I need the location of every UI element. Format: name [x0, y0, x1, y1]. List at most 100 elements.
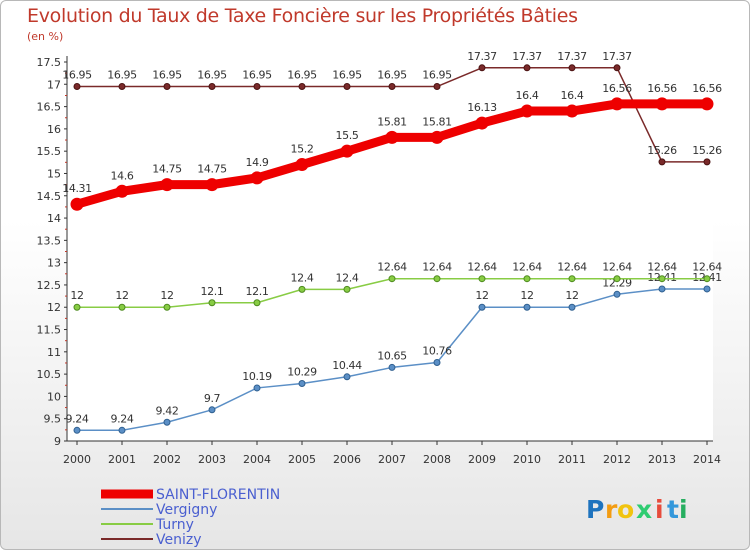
data-point-turny	[163, 303, 171, 311]
data-label-saint-florentin: 14.75	[197, 163, 227, 176]
data-point-saint-florentin	[160, 178, 174, 192]
data-point-saint-florentin	[475, 116, 489, 130]
y-tick-label: 15	[47, 167, 61, 180]
x-tick-label: 2002	[153, 453, 181, 466]
y-tick-label: 10.5	[37, 368, 62, 381]
y-tick-label: 16	[47, 123, 61, 136]
data-point-turny	[73, 303, 81, 311]
y-tick-label: 13	[47, 257, 61, 270]
data-label-turny: 12.64	[377, 261, 407, 274]
data-point-vergigny	[298, 379, 306, 387]
data-point-saint-florentin	[250, 171, 264, 185]
y-tick-label: 11	[47, 346, 61, 359]
data-point-vergigny	[523, 303, 531, 311]
data-point-venizy	[613, 64, 621, 72]
data-point-saint-florentin	[565, 104, 579, 118]
x-tick-label: 2006	[333, 453, 361, 466]
data-label-turny: 12.64	[647, 261, 677, 274]
data-label-saint-florentin: 15.81	[377, 115, 407, 128]
data-point-turny	[388, 275, 396, 283]
plot-area	[67, 56, 713, 441]
data-point-turny	[208, 299, 216, 307]
data-label-saint-florentin: 16.4	[561, 89, 584, 102]
legend-label-venizy: Venizy	[156, 532, 202, 548]
y-tick-label: 16.5	[37, 101, 62, 114]
data-point-saint-florentin	[700, 97, 714, 111]
data-label-venizy: 15.26	[692, 144, 722, 157]
data-label-turny: 12.1	[201, 285, 224, 298]
data-label-saint-florentin: 16.13	[467, 101, 497, 114]
data-point-venizy	[568, 64, 576, 72]
x-tick-label: 2014	[693, 453, 721, 466]
data-label-venizy: 16.95	[287, 69, 317, 82]
data-label-saint-florentin: 14.31	[62, 182, 92, 195]
x-tick-label: 2009	[468, 453, 496, 466]
data-point-saint-florentin	[610, 97, 624, 111]
data-point-saint-florentin	[205, 178, 219, 192]
data-label-venizy: 16.95	[152, 69, 182, 82]
data-label-saint-florentin: 15.2	[291, 143, 314, 156]
data-label-venizy: 16.95	[377, 69, 407, 82]
brand-letter: o	[617, 495, 634, 524]
data-point-turny	[523, 275, 531, 283]
data-point-venizy	[73, 83, 81, 91]
data-label-vergigny: 12	[520, 289, 533, 302]
data-point-saint-florentin	[340, 144, 354, 158]
data-point-turny	[568, 275, 576, 283]
data-label-vergigny: 9.42	[156, 404, 179, 417]
data-label-turny: 12.64	[512, 261, 542, 274]
data-point-venizy	[658, 158, 666, 166]
data-label-venizy: 17.37	[557, 50, 587, 63]
data-label-vergigny: 9.24	[66, 412, 89, 425]
data-point-vergigny	[613, 290, 621, 298]
legend-label-turny: Turny	[155, 517, 194, 533]
data-point-turny	[343, 285, 351, 293]
x-tick-label: 2013	[648, 453, 676, 466]
y-tick-label: 9.5	[44, 413, 62, 426]
x-tick-label: 2008	[423, 453, 451, 466]
data-point-vergigny	[73, 426, 81, 434]
data-point-vergigny	[433, 359, 441, 367]
data-point-venizy	[478, 64, 486, 72]
data-point-turny	[703, 275, 711, 283]
data-label-saint-florentin: 16.56	[692, 82, 722, 95]
y-tick-label: 15.5	[37, 145, 62, 158]
data-label-saint-florentin: 14.75	[152, 163, 182, 176]
data-point-turny	[478, 275, 486, 283]
x-tick-label: 2000	[63, 453, 91, 466]
data-point-vergigny	[568, 303, 576, 311]
x-tick-label: 2007	[378, 453, 406, 466]
data-label-vergigny: 12.29	[602, 276, 632, 289]
data-point-saint-florentin	[655, 97, 669, 111]
brand-letter: x	[636, 495, 652, 524]
data-label-venizy: 16.95	[107, 69, 137, 82]
data-point-vergigny	[703, 285, 711, 293]
y-tick-label: 10	[47, 390, 61, 403]
data-label-saint-florentin: 14.9	[246, 156, 269, 169]
data-label-venizy: 16.95	[62, 69, 92, 82]
data-point-venizy	[118, 83, 126, 91]
data-point-vergigny	[118, 426, 126, 434]
brand-letter: i	[679, 495, 688, 524]
data-label-venizy: 15.26	[647, 144, 677, 157]
data-point-vergigny	[253, 384, 261, 392]
x-tick-label: 2004	[243, 453, 271, 466]
data-label-vergigny: 9.7	[204, 392, 221, 405]
data-point-saint-florentin	[295, 158, 309, 172]
data-point-venizy	[343, 83, 351, 91]
data-label-vergigny: 10.44	[332, 359, 362, 372]
data-label-venizy: 17.37	[602, 50, 632, 63]
data-label-vergigny: 12	[475, 289, 488, 302]
legend-label-saint-florentin: SAINT-FLORENTIN	[156, 487, 280, 503]
data-point-turny	[658, 275, 666, 283]
y-tick-label: 17	[47, 78, 61, 91]
data-point-turny	[613, 275, 621, 283]
data-label-saint-florentin: 14.6	[111, 169, 134, 182]
legend-label-vergigny: Vergigny	[156, 502, 217, 518]
data-point-turny	[298, 285, 306, 293]
data-label-venizy: 16.95	[422, 69, 452, 82]
data-label-turny: 12.64	[692, 261, 722, 274]
data-point-venizy	[703, 158, 711, 166]
